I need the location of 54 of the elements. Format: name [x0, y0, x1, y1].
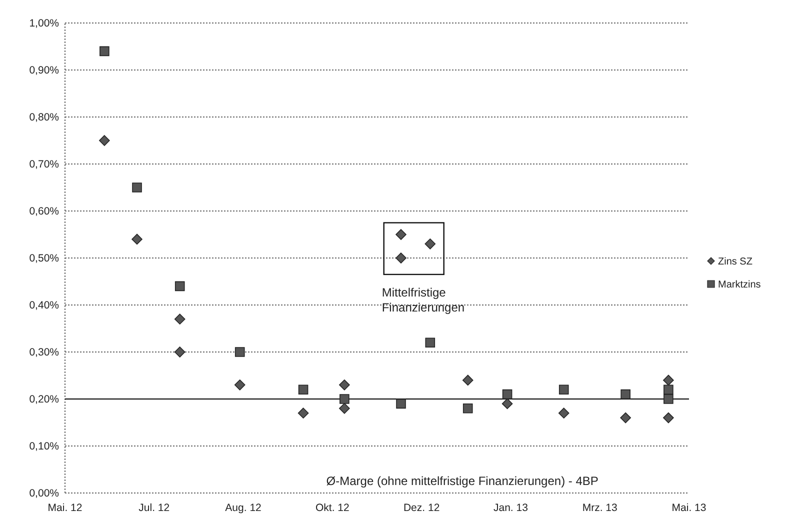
point [425, 338, 436, 348]
point [396, 229, 406, 240]
y-tick-label: 0,80% [29, 112, 59, 124]
y-tick-label: 0,40% [29, 300, 59, 312]
point [462, 374, 474, 386]
point [620, 412, 631, 424]
point [663, 374, 674, 386]
y-tick-label: 0,10% [29, 440, 59, 453]
point [396, 398, 406, 409]
point [298, 408, 309, 418]
point [132, 182, 142, 192]
point [558, 408, 570, 418]
y-tick-label: 0,70% [29, 158, 59, 171]
point [664, 384, 674, 394]
y-tick-label: 0,90% [29, 64, 59, 77]
y-tick-label: 0,00% [29, 488, 59, 500]
y-tick-label: 1,00% [29, 18, 59, 30]
y-tick-label: 0,50% [29, 252, 59, 265]
point [132, 234, 142, 245]
x-tick-label: Dez. 12 [403, 502, 440, 514]
x-tick-label: Mai. 12 [48, 502, 82, 514]
y-tick-label: 0,30% [29, 346, 59, 359]
x-tick-label: Mai. 13 [672, 502, 706, 514]
point [234, 380, 246, 390]
point [502, 389, 512, 400]
point [664, 394, 674, 404]
point [340, 394, 350, 404]
point [174, 346, 186, 358]
point [663, 412, 674, 424]
x-tick-label: Aug. 12 [225, 502, 262, 514]
x-tick-label: Okt. 12 [316, 502, 350, 514]
point [234, 347, 245, 357]
legend-label: Zins SZ [718, 256, 752, 268]
legend-label: Marktzins [718, 280, 761, 290]
annotation: Mittelfristige Finanzierungen [382, 285, 465, 314]
y-tick-label: 0,60% [29, 206, 59, 218]
point [502, 398, 513, 410]
point [174, 281, 185, 292]
annotation: Ø-Marge (ohne mittelfristige Finanzierungen) - 4BP [326, 474, 598, 488]
point [396, 252, 406, 264]
point [558, 384, 569, 394]
point [424, 238, 436, 250]
point [174, 314, 186, 324]
x-tick-label: Jul. 12 [138, 502, 170, 514]
y-tick-label: 0,20% [29, 394, 59, 406]
point [620, 389, 630, 400]
point [298, 384, 308, 394]
x-tick-label: Jan. 13 [493, 502, 528, 514]
point [339, 403, 350, 414]
point [99, 135, 110, 146]
x-tick-label: Mrz. 13 [582, 502, 618, 514]
point [100, 46, 110, 56]
point [339, 380, 350, 390]
point [462, 404, 473, 414]
